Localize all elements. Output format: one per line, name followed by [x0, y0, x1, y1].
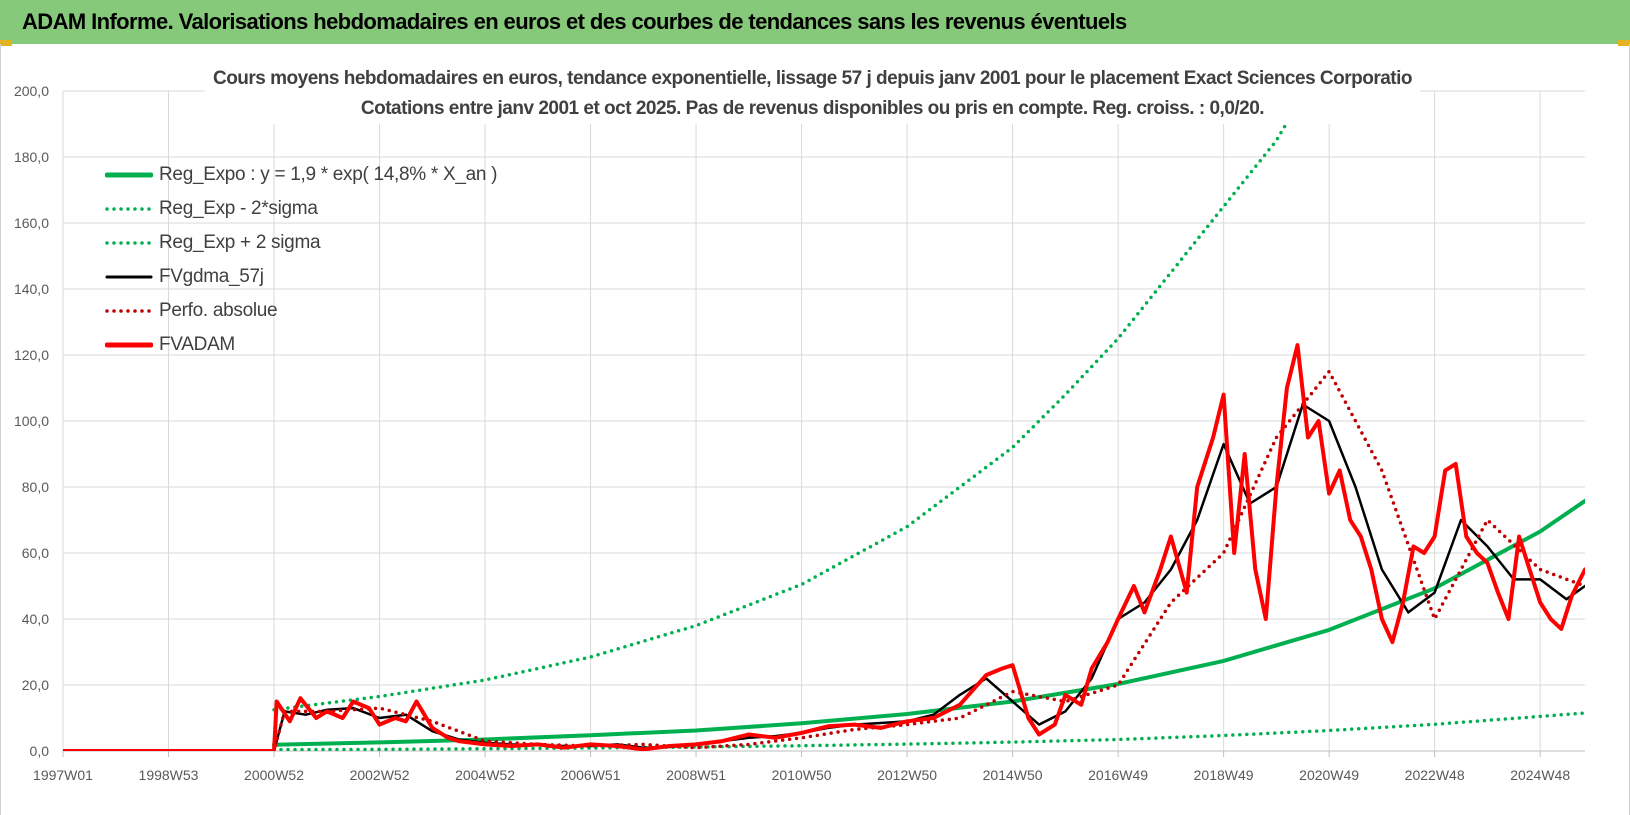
legend-item: Perfo. absolue — [105, 294, 497, 328]
legend-swatch — [105, 342, 153, 348]
y-tick-label: 160,0 — [14, 215, 49, 231]
y-tick-label: 80,0 — [22, 479, 49, 495]
series-line-3 — [63, 403, 1585, 751]
chart-area: 0,0 20,0 40,0 60,0 80,0 100,0 120,0 140,0 160,0 1… — [0, 44, 1630, 815]
legend-item: Reg_Exp - 2*sigma — [105, 192, 497, 226]
series-line-0 — [272, 498, 1585, 747]
x-tick-label: 2018W49 — [1194, 767, 1254, 783]
line-chart: 0,0 20,0 40,0 60,0 80,0 100,0 120,0 140,0 160,0 1… — [14, 83, 1585, 783]
legend-swatch — [105, 275, 153, 279]
series-line-4 — [63, 369, 1585, 751]
legend-label: Reg_Expo : y = 1,9 * exp( 14,8% * X_an ) — [159, 164, 498, 185]
x-tick-label: 2022W48 — [1405, 767, 1465, 783]
y-tick-label: 40,0 — [22, 611, 49, 627]
y-tick-label: 180,0 — [14, 149, 49, 165]
series-line-5 — [63, 343, 1585, 751]
y-tick-label: 120,0 — [14, 347, 49, 363]
series-line-1 — [272, 711, 1585, 751]
x-tick-label: 2016W49 — [1088, 767, 1148, 783]
y-tick-label: 100,0 — [14, 413, 49, 429]
corner-marker-left — [0, 40, 12, 46]
y-tick-label: 200,0 — [14, 83, 49, 99]
legend-item: Reg_Exp + 2 sigma — [105, 226, 497, 260]
x-tick-label: 2012W50 — [877, 767, 937, 783]
x-tick-label: 2006W51 — [561, 767, 621, 783]
chart-title: Cours moyens hebdomadaires en euros, ten… — [212, 68, 1413, 89]
y-tick-label: 60,0 — [22, 545, 49, 561]
legend-item: Reg_Expo : y = 1,9 * exp( 14,8% * X_an ) — [105, 158, 497, 192]
legend-swatch — [105, 309, 153, 313]
x-tick-label: 2004W52 — [455, 767, 515, 783]
x-tick-label: 2024W48 — [1510, 767, 1570, 783]
title-bar: ADAM Informe. Valorisations hebdomadaire… — [0, 0, 1630, 44]
x-tick-label: 2002W52 — [350, 767, 410, 783]
legend-label: Perfo. absolue — [159, 300, 278, 321]
legend-swatch — [105, 172, 153, 178]
y-tick-label: 0,0 — [30, 743, 50, 759]
corner-marker-right — [1618, 40, 1630, 46]
chart-legend: Reg_Expo : y = 1,9 * exp( 14,8% * X_an )… — [105, 158, 497, 362]
x-tick-label: 2020W49 — [1299, 767, 1359, 783]
x-tick-label: 2014W50 — [983, 767, 1043, 783]
legend-label: Reg_Exp + 2 sigma — [159, 232, 321, 253]
x-tick-label: 2010W50 — [772, 767, 832, 783]
legend-label: FVADAM — [159, 334, 235, 355]
x-tick-label: 2008W51 — [666, 767, 726, 783]
legend-swatch — [105, 241, 153, 245]
legend-label: FVgdma_57j — [159, 266, 264, 287]
legend-item: FVgdma_57j — [105, 260, 497, 294]
legend-label: Reg_Exp - 2*sigma — [159, 198, 318, 219]
chart-subtitle: Cotations entre janv 2001 et oct 2025. P… — [360, 98, 1265, 119]
app-title: ADAM Informe. Valorisations hebdomadaire… — [22, 9, 1127, 34]
chart-title-box: Cours moyens hebdomadaires en euros, ten… — [205, 64, 1420, 124]
legend-item: FVADAM — [105, 328, 497, 362]
x-tick-label: 2000W52 — [244, 767, 304, 783]
y-tick-label: 20,0 — [22, 677, 49, 693]
x-tick-label: 1997W01 — [33, 767, 93, 783]
legend-swatch — [105, 207, 153, 211]
series-line-2 — [272, 91, 1308, 712]
x-tick-label: 1998W53 — [139, 767, 199, 783]
y-tick-label: 140,0 — [14, 281, 49, 297]
